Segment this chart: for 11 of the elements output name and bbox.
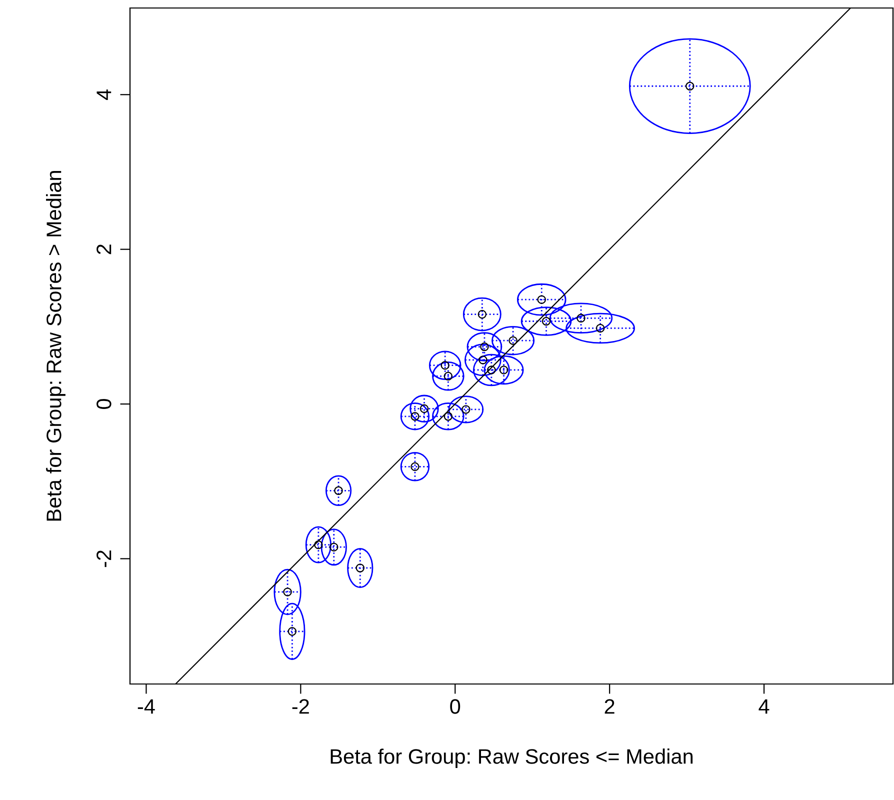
x-tick-label: 2 <box>604 699 614 714</box>
x-tick-label: -4 <box>138 699 155 714</box>
y-tick-label: 0 <box>96 399 112 409</box>
y-tick-label: 4 <box>96 89 112 100</box>
y-tick-label: 2 <box>96 244 112 254</box>
y-axis-title: Beta for Group: Raw Scores > Median <box>46 171 66 521</box>
x-tick-label: -2 <box>292 699 309 714</box>
x-tick-label: 0 <box>450 699 460 714</box>
x-axis-title: Beta for Group: Raw Scores <= Median <box>330 748 693 768</box>
x-tick-label: 4 <box>758 699 770 714</box>
y-tick-label: -2 <box>96 550 112 568</box>
